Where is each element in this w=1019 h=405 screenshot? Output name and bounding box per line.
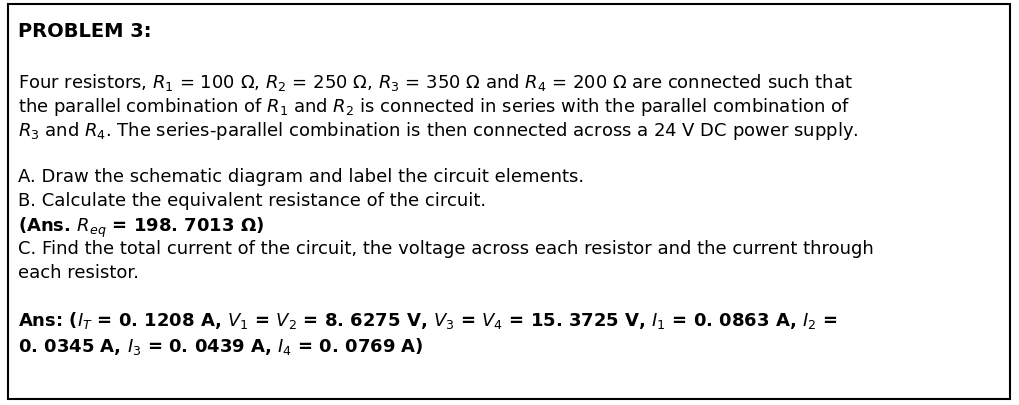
Text: each resistor.: each resistor. [18, 263, 139, 281]
Text: Ans: ($I_T$ = 0. 1208 A, $V_1$ = $V_2$ = 8. 6275 V, $V_3$ = $V_4$ = 15. 3725 V, : Ans: ($I_T$ = 0. 1208 A, $V_1$ = $V_2$ =… [18, 309, 837, 330]
Text: C. Find the total current of the circuit, the voltage across each resistor and t: C. Find the total current of the circuit… [18, 239, 873, 257]
Text: (Ans. $R_{eq}$ = 198. 7013 Ω): (Ans. $R_{eq}$ = 198. 7013 Ω) [18, 215, 264, 240]
Text: the parallel combination of $R_1$ and $R_2$ is connected in series with the para: the parallel combination of $R_1$ and $R… [18, 96, 849, 118]
Text: B. Calculate the equivalent resistance of the circuit.: B. Calculate the equivalent resistance o… [18, 192, 486, 209]
Text: Four resistors, $R_1$ = 100 Ω, $R_2$ = 250 Ω, $R_3$ = 350 Ω and $R_4$ = 200 Ω ar: Four resistors, $R_1$ = 100 Ω, $R_2$ = 2… [18, 72, 852, 93]
Text: $R_3$ and $R_4$. The series-parallel combination is then connected across a 24 V: $R_3$ and $R_4$. The series-parallel com… [18, 120, 858, 142]
Text: A. Draw the schematic diagram and label the circuit elements.: A. Draw the schematic diagram and label … [18, 168, 584, 185]
Text: 0. 0345 A, $I_3$ = 0. 0439 A, $I_4$ = 0. 0769 A): 0. 0345 A, $I_3$ = 0. 0439 A, $I_4$ = 0.… [18, 335, 423, 356]
Text: PROBLEM 3:: PROBLEM 3: [18, 22, 152, 41]
